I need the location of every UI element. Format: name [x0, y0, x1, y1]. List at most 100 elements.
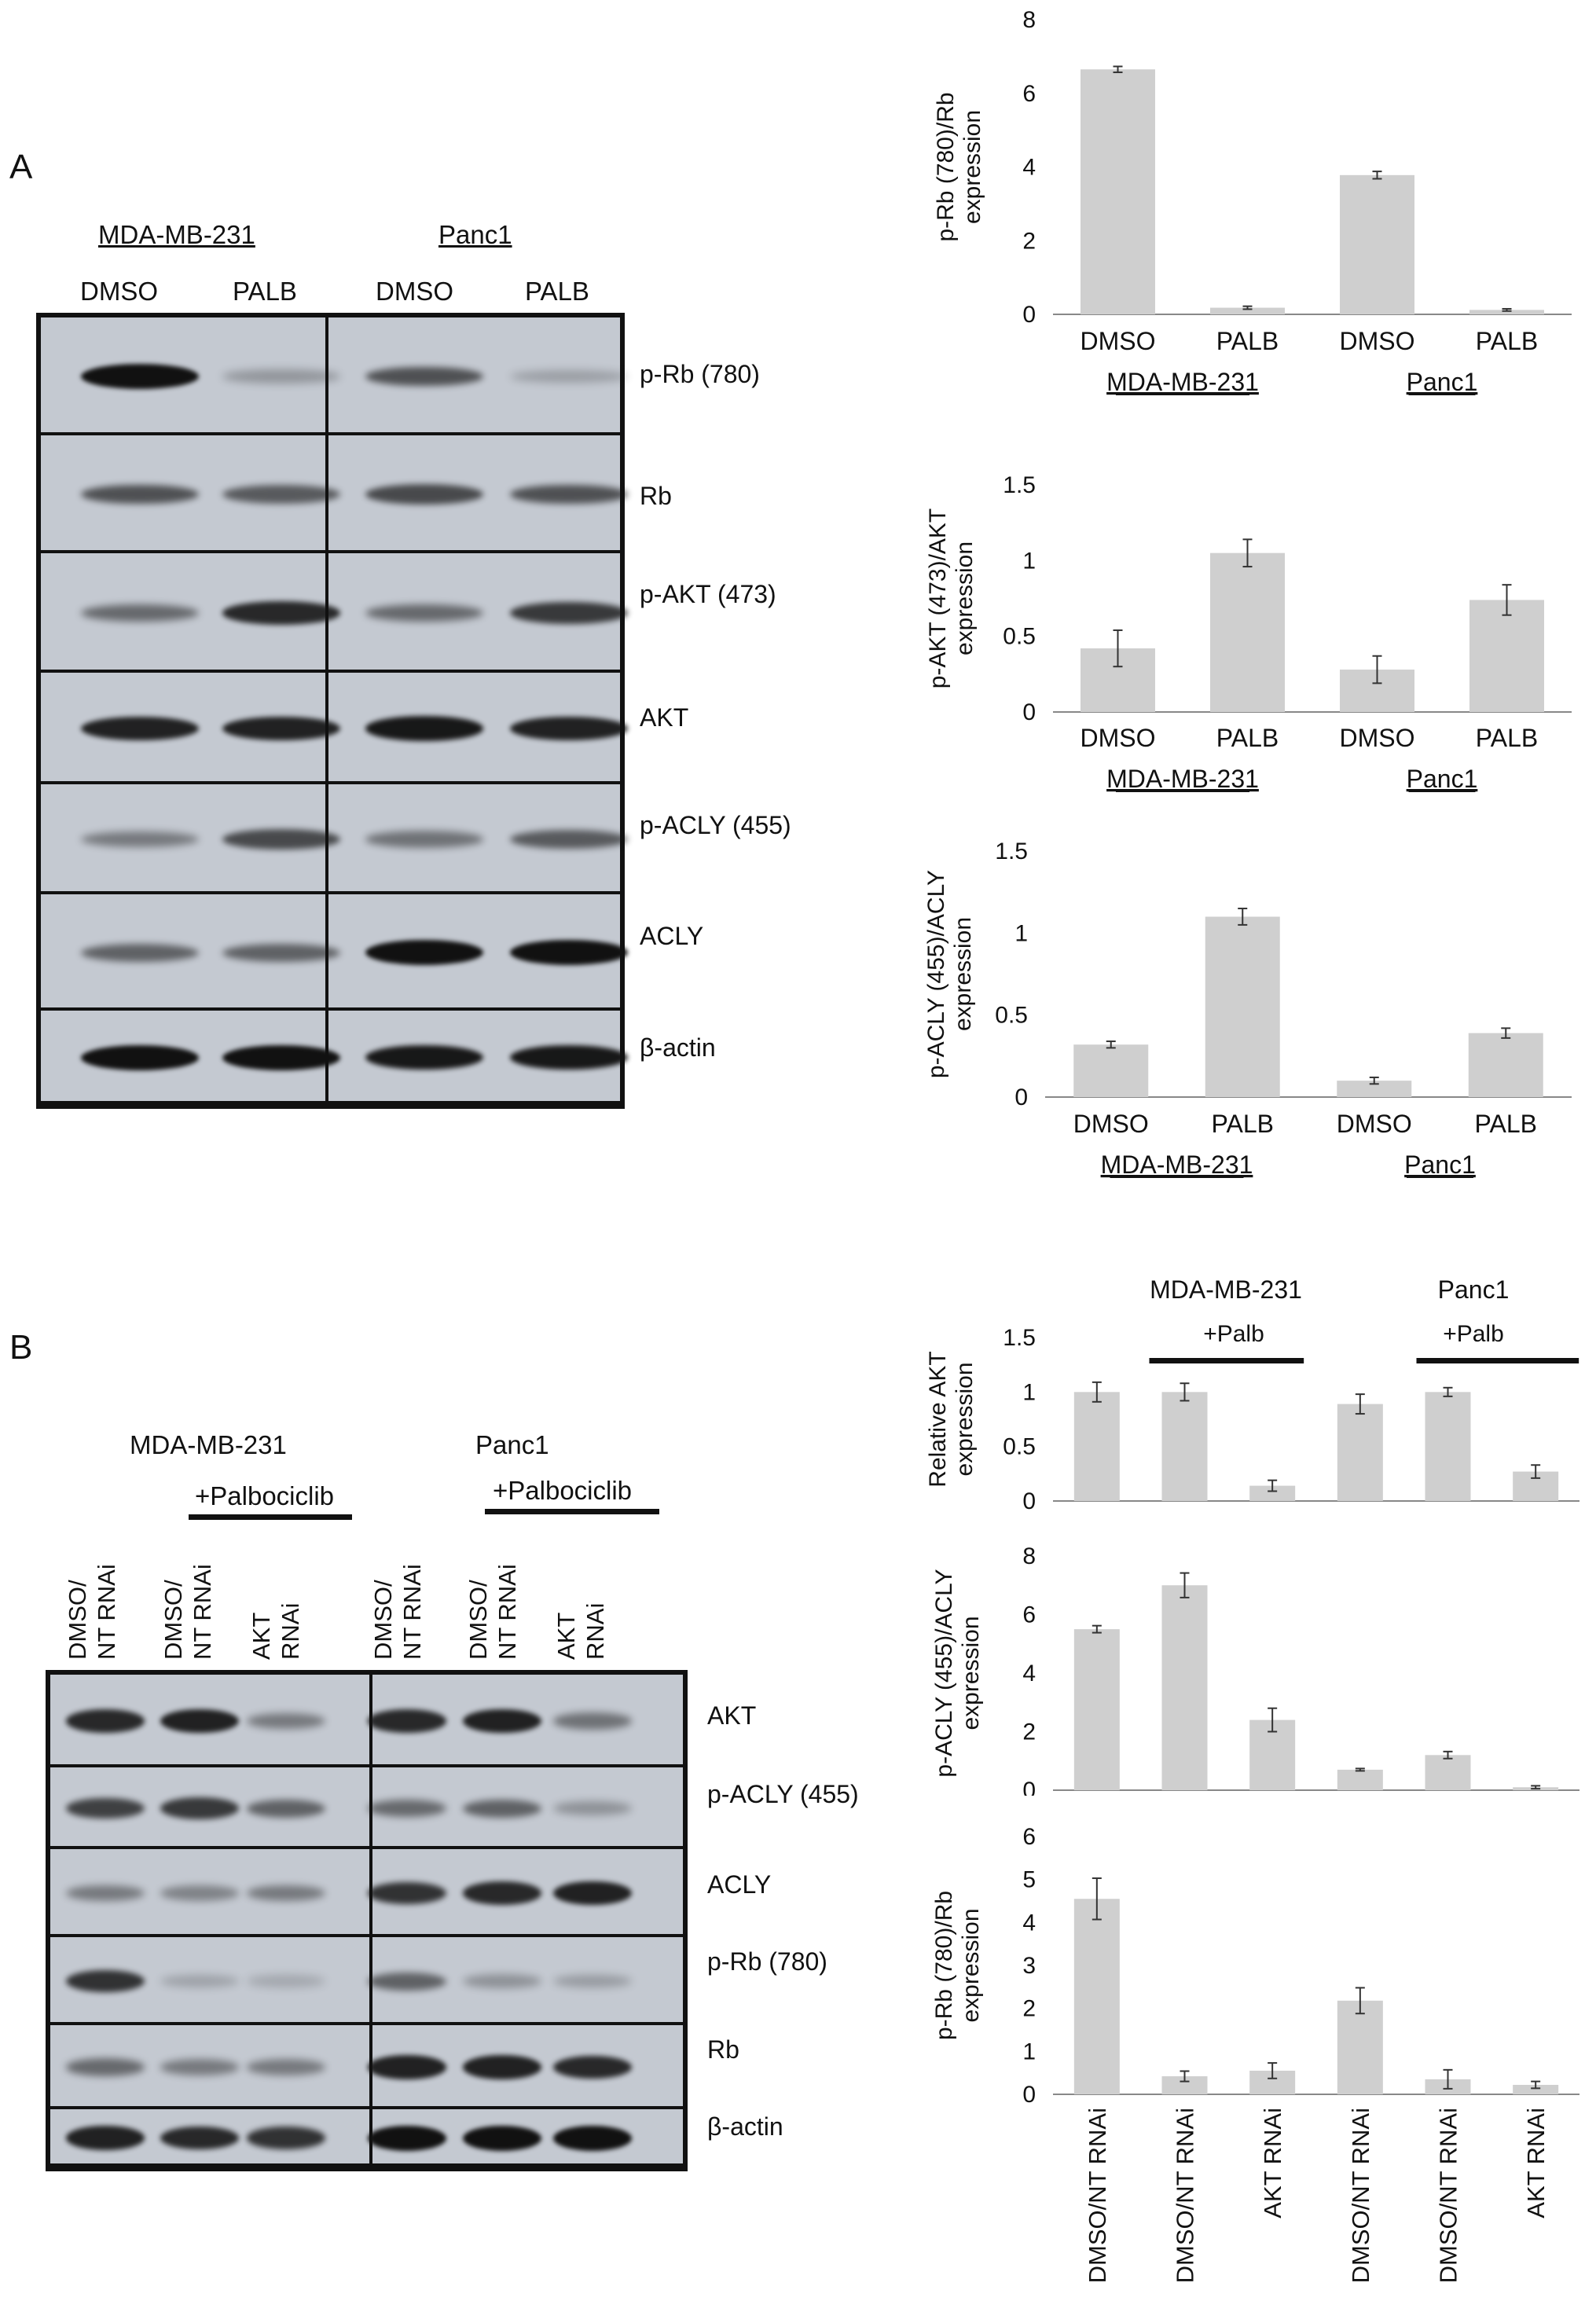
bar [1337, 2000, 1383, 2094]
blot-a-marker-label: β-actin [640, 1033, 716, 1062]
blot-a-group-panc1: Panc1 [438, 220, 512, 249]
blot-a-marker-label: p-ACLY (455) [640, 811, 791, 839]
blot-b-lane-label-line: RNAi [277, 1602, 305, 1660]
chart-a-pacly: p-ACLY (455)/ACLYexpression 0 0.5 1 1.5 DMSO P… [923, 839, 1572, 1179]
y-tick-label: 2 [1022, 1719, 1036, 1745]
blot-band [66, 1884, 145, 1902]
chart-a-pakt: p-AKT (473)/AKTexpression 0 0.5 1 1.5 DMSO PAL… [925, 472, 1572, 793]
y-tick-label: 8 [1022, 7, 1036, 33]
y-axis-label-line: p-ACLY (455)/ACLY [931, 1569, 957, 1777]
blot-b-lane-label-line: DMSO/ [160, 1580, 187, 1660]
x-tick-label: AKT RNAi [1522, 2108, 1550, 2218]
blot-b-lane-label-line: DMSO/ [369, 1580, 397, 1660]
blot-b-lane-label-line: AKT [552, 1612, 580, 1660]
y-tick-label: 1.5 [1003, 1325, 1036, 1351]
y-axis-label: p-AKT (473)/AKTexpression [925, 508, 978, 689]
blot-band [510, 716, 628, 741]
blot-band [365, 940, 483, 965]
bar [1161, 1585, 1208, 1790]
blot-a-lane-4: PALB [525, 277, 589, 306]
blot-row [50, 2109, 683, 2167]
y-axis-label-line: p-ACLY (455)/ACLY [923, 870, 949, 1078]
y-axis-label-line: Relative AKT [925, 1351, 951, 1487]
y-tick-label: 6 [1022, 1824, 1036, 1850]
x-group-label: Panc1 [1404, 1150, 1476, 1179]
blot-band [66, 1709, 145, 1733]
blot-band [81, 604, 199, 622]
chart-b-prb: p-Rb (780)/Rbexpression 0 1 2 3 4 5 6 DMSO/NT RN… [931, 1824, 1579, 2283]
y-tick-label: 3 [1022, 1953, 1036, 1979]
blot-b-marker-label: p-Rb (780) [707, 1947, 827, 1976]
blot-a-marker-label: Rb [640, 482, 672, 510]
x-tick-label: PALB [1475, 1110, 1537, 1138]
blot-b-group-panc1: Panc1 [475, 1430, 549, 1459]
blot-band [247, 1884, 325, 1902]
blot-b-marker-label: ACLY [707, 1870, 772, 1899]
x-tick-label: DMSO [1337, 1110, 1412, 1138]
x-tick-label: PALB [1476, 327, 1538, 355]
blot-band [222, 716, 340, 741]
y-tick-label: 0.5 [1003, 1434, 1036, 1460]
y-tick-label: 8 [1022, 1543, 1036, 1569]
blot-row [41, 673, 628, 784]
y-tick-label: 1.5 [1003, 472, 1036, 498]
y-tick-label: 5 [1022, 1867, 1036, 1893]
blot-b-lane-label: DMSO/NT RNAi [464, 1564, 522, 1660]
bar [1161, 1392, 1208, 1501]
y-tick-label: 4 [1022, 155, 1036, 181]
blot-row [41, 317, 628, 435]
blot-band [365, 716, 483, 741]
blot-b-lane-label: AKT RNAi [247, 1603, 305, 1660]
treatment-bar [1416, 1358, 1579, 1363]
blot-b-lane-label-line: RNAi [582, 1602, 610, 1660]
y-tick-label: 0 [1022, 1778, 1036, 1796]
blot-b-treatment-panc1: +Palbociclib [493, 1476, 633, 1505]
treatment-bar [189, 1514, 352, 1520]
y-axis-label: Relative AKTexpression [925, 1351, 978, 1487]
y-tick-label: 2 [1022, 228, 1036, 254]
y-tick-label: 0 [1022, 1488, 1036, 1514]
blot-band [160, 1885, 239, 1901]
blot-band [66, 2126, 145, 2150]
bar [1469, 600, 1544, 712]
blot-b-lane-label-line: DMSO/ [464, 1580, 492, 1660]
y-axis-label: p-Rb (780)/Rbexpression [933, 92, 985, 241]
blot-row [41, 784, 628, 894]
blot-band [368, 2055, 446, 2079]
y-axis-label-line: expression [950, 917, 976, 1031]
bar [1210, 307, 1285, 314]
blot-band [553, 2055, 632, 2079]
blot-a-lane-2: PALB [233, 277, 297, 306]
blot-b-marker-label: AKT [707, 1701, 757, 1730]
blot-band [510, 369, 628, 383]
bar [1469, 310, 1544, 314]
bar [1337, 1769, 1383, 1790]
blot-a-group-mda: MDA-MB-231 [98, 220, 255, 249]
y-axis-label-line: expression [952, 541, 978, 655]
blot-b-lane-label: DMSO/NT RNAi [63, 1564, 121, 1660]
y-tick-label: 0.5 [995, 1003, 1028, 1029]
blot-band [247, 1712, 325, 1730]
blot-row [41, 553, 628, 673]
blot-band [247, 1799, 325, 1818]
blot-row [41, 894, 628, 1011]
y-tick-label: 2 [1022, 1996, 1036, 2022]
blot-band [247, 1975, 325, 1987]
y-tick-label: 1 [1014, 920, 1028, 946]
bar [1073, 1899, 1120, 2094]
blot-row [41, 1011, 628, 1104]
blot-b-marker-label: β-actin [707, 2112, 783, 2141]
treatment-label: +Palb [1203, 1321, 1264, 1347]
blot-a-marker-label: AKT [640, 703, 689, 732]
x-group-label: Panc1 [1407, 765, 1478, 793]
blot-band [365, 604, 483, 622]
y-tick-label: 1 [1022, 548, 1036, 574]
x-tick-label: DMSO/NT RNAi [1347, 2108, 1374, 2283]
y-axis-label-line: expression [958, 1616, 984, 1730]
blot-divider [369, 1675, 372, 2167]
blot-band [160, 1975, 239, 1987]
blot-row [41, 435, 628, 553]
blot-b-treatment-mda: +Palbociclib [195, 1481, 335, 1510]
blot-b-lane-label: DMSO/NT RNAi [159, 1564, 217, 1660]
blot-band [365, 1044, 483, 1070]
